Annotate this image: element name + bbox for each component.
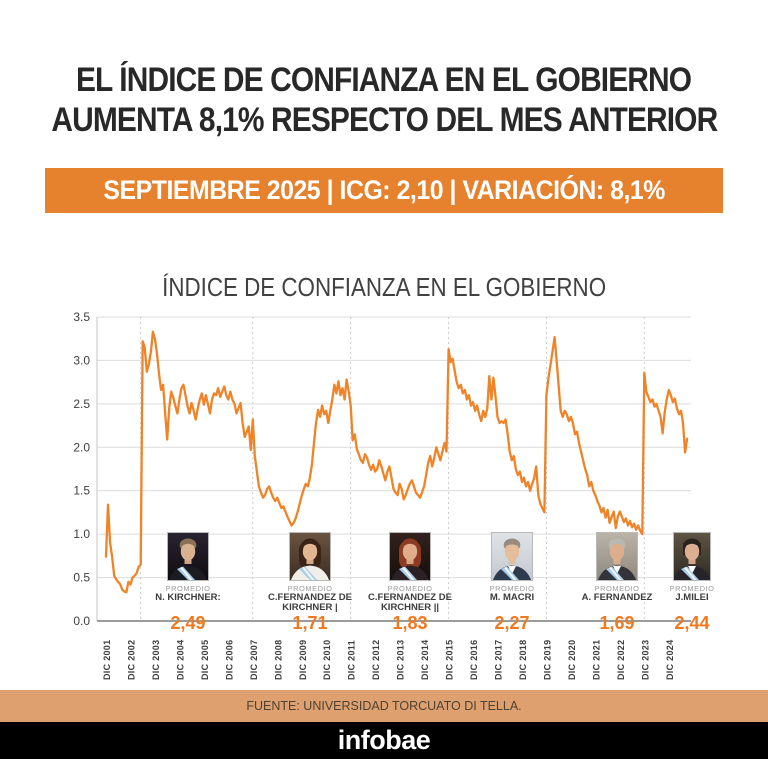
x-axis-label: DIC 2010 bbox=[322, 640, 332, 680]
x-axis-label: DIC 2017 bbox=[494, 640, 504, 680]
subtitle-banner: SEPTIEMBRE 2025 | ICG: 2,10 | VARIACIÓN:… bbox=[45, 168, 723, 213]
x-axis-label: DIC 2015 bbox=[445, 640, 455, 680]
president-average-value: 1,71 bbox=[292, 613, 328, 633]
promedio-label: PROMEDIO bbox=[287, 584, 333, 593]
subtitle-banner-text: SEPTIEMBRE 2025 | ICG: 2,10 | VARIACIÓN:… bbox=[103, 175, 665, 205]
y-axis-labels: 3.5 3.0 2.5 2.0 1.5 1.0 0.5 0.0 bbox=[73, 310, 90, 628]
x-axis-label: DIC 2002 bbox=[126, 640, 136, 680]
president-card: PROMEDIO J.MILEI 2,44 bbox=[637, 532, 747, 633]
y-axis-label: 1.5 bbox=[73, 484, 90, 498]
x-axis-label: DIC 2006 bbox=[224, 640, 234, 680]
promedio-label: PROMEDIO bbox=[387, 584, 433, 593]
x-axis-label: DIC 2001 bbox=[102, 640, 112, 680]
infobae-logo: infobae bbox=[337, 725, 431, 755]
y-axis-label: 0.5 bbox=[73, 571, 90, 585]
x-axis-label: DIC 2020 bbox=[567, 640, 577, 680]
x-axis-label: DIC 2004 bbox=[175, 640, 185, 680]
infobae-logo-bar: infobae bbox=[0, 722, 768, 759]
y-axis-label: 0.0 bbox=[73, 614, 90, 628]
chart-title: ÍNDICE DE CONFIANZA EN EL GOBIERNO bbox=[162, 272, 606, 302]
x-axis-labels: DIC 2001 DIC 2002 DIC 2003 DIC 2004 DIC 2005… bbox=[102, 640, 675, 680]
x-axis-label: DIC 2013 bbox=[396, 640, 406, 680]
y-axis-label: 1.0 bbox=[73, 527, 90, 541]
x-axis-label: DIC 2019 bbox=[542, 640, 552, 680]
main-title: EL ÍNDICE DE CONFIANZA EN EL GOBIERNO AU… bbox=[0, 60, 768, 140]
x-axis-label: DIC 2021 bbox=[591, 640, 601, 680]
president-card: PROMEDIO M. MACRI 2,27 bbox=[457, 532, 567, 633]
main-title-line1: EL ÍNDICE DE CONFIANZA EN EL GOBIERNO bbox=[76, 61, 692, 99]
x-axis-label: DIC 2005 bbox=[200, 640, 210, 680]
x-axis-label: DIC 2011 bbox=[347, 640, 357, 680]
icg-line bbox=[104, 330, 689, 594]
icg-line-chart: 3.5 3.0 2.5 2.0 1.5 1.0 0.5 0.0 DIC 2001 DIC 2002… bbox=[73, 310, 691, 680]
x-axis-label: DIC 2016 bbox=[469, 640, 479, 680]
x-axis-label: DIC 2014 bbox=[420, 640, 430, 680]
promedio-label: PROMEDIO bbox=[669, 584, 715, 593]
source-text: FUENTE: UNIVERSIDAD TORCUATO DI TELLA. bbox=[246, 699, 522, 713]
x-axis-label: DIC 2024 bbox=[665, 640, 675, 680]
president-photo bbox=[289, 532, 331, 581]
president-name: C.FERNÁNDEZ DE KIRCHNER || bbox=[368, 593, 452, 613]
y-axis-label: 2.0 bbox=[73, 440, 90, 454]
x-axis-label: DIC 2003 bbox=[151, 640, 161, 680]
main-title-line2: AUMENTA 8,1% RESPECTO DEL MES ANTERIOR bbox=[51, 101, 718, 139]
president-average-value: 2,44 bbox=[674, 613, 710, 633]
promedio-label: PROMEDIO bbox=[489, 584, 535, 593]
y-axis-label: 3.5 bbox=[73, 310, 90, 324]
president-average-value: 1,83 bbox=[392, 613, 428, 633]
president-average-value: 2,27 bbox=[494, 613, 530, 633]
x-axis-label: DIC 2012 bbox=[371, 640, 381, 680]
president-average-value: 1,69 bbox=[599, 613, 635, 633]
x-axis-label: DIC 2023 bbox=[640, 640, 650, 680]
president-photo bbox=[491, 532, 533, 581]
x-axis-label: DIC 2022 bbox=[616, 640, 626, 680]
president-card: PROMEDIO N. KIRCHNER: 2,49 bbox=[133, 532, 243, 633]
president-card: PROMEDIO C.FERNÁNDEZ DE KIRCHNER | 1,71 bbox=[255, 532, 365, 633]
x-axis-label: DIC 2007 bbox=[249, 640, 259, 680]
promedio-label: PROMEDIO bbox=[165, 584, 211, 593]
president-card: PROMEDIO C.FERNÁNDEZ DE KIRCHNER || 1,83 bbox=[355, 532, 465, 633]
x-axis-label: DIC 2008 bbox=[273, 640, 283, 680]
y-axis-label: 2.5 bbox=[73, 397, 90, 411]
president-name: A. FERNÁNDEZ bbox=[581, 593, 653, 603]
x-axis-label: DIC 2018 bbox=[518, 640, 528, 680]
president-photo bbox=[596, 532, 638, 581]
president-name: J.MILEI bbox=[675, 593, 709, 603]
president-photo bbox=[673, 532, 711, 581]
president-photo bbox=[167, 532, 209, 581]
president-photo bbox=[389, 532, 431, 581]
source-band: FUENTE: UNIVERSIDAD TORCUATO DI TELLA. bbox=[0, 690, 768, 722]
y-axis-label: 3.0 bbox=[73, 353, 90, 367]
x-axis-label: DIC 2009 bbox=[298, 640, 308, 680]
president-name: N. KIRCHNER: bbox=[155, 593, 221, 603]
president-name: C.FERNÁNDEZ DE KIRCHNER | bbox=[268, 593, 352, 613]
president-average-value: 2,49 bbox=[170, 613, 206, 633]
promedio-label: PROMEDIO bbox=[594, 584, 640, 593]
president-name: M. MACRI bbox=[489, 593, 535, 603]
president-card: PROMEDIO A. FERNÁNDEZ 1,69 bbox=[562, 532, 672, 633]
